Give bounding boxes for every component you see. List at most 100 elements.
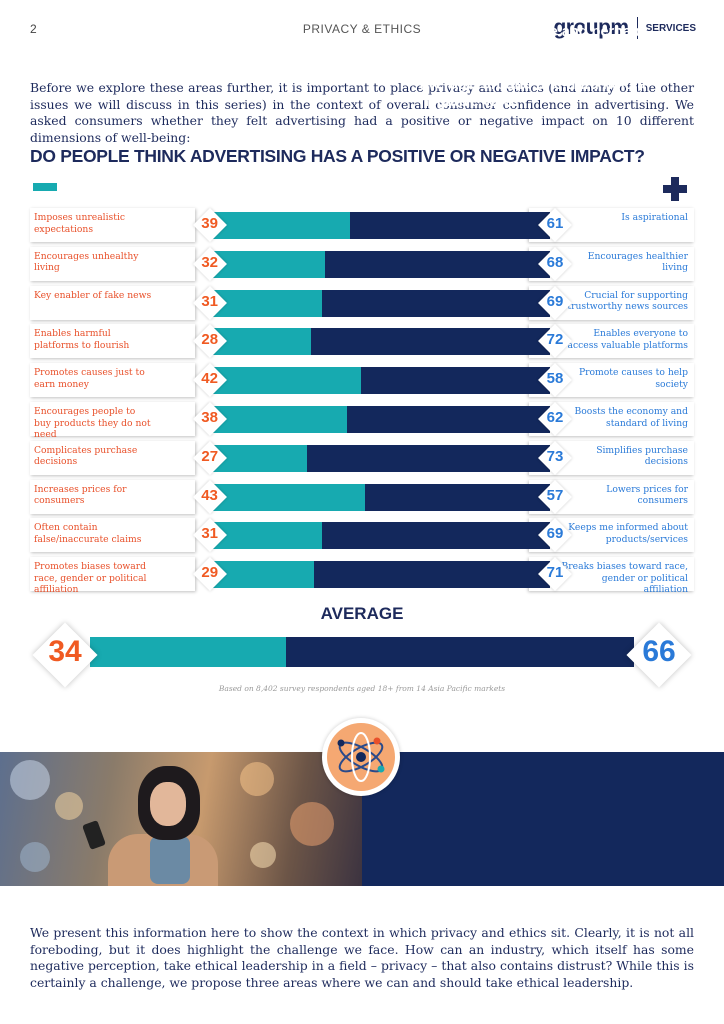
average-positive-diamond: 66	[624, 620, 694, 690]
negative-label: Increases prices for consumers	[34, 483, 127, 507]
positive-label: Encourages healthier living	[587, 250, 688, 274]
logo-services: SERVICES	[645, 22, 696, 34]
negative-value: 39	[201, 215, 218, 232]
impact-chart: Imposes unrealistic expectations Is aspir…	[30, 208, 694, 595]
page-header: 2 PRIVACY & ETHICS groupm SERVICES	[0, 0, 724, 60]
negative-label: Often contain false/inaccurate claims	[34, 522, 142, 545]
positive-value-diamond: 72	[538, 324, 572, 358]
positive-label: Keeps me informed about products/service…	[568, 522, 688, 545]
negative-value: 29	[201, 564, 219, 582]
negative-bar	[209, 522, 322, 550]
section-title: PRIVACY & ETHICS	[302, 22, 422, 36]
positive-label: Breaks biases toward race, gender or pol…	[561, 561, 688, 596]
atom-icon	[322, 718, 400, 796]
banner-text: On the positive side and perhaps surpris…	[420, 24, 681, 110]
negative-label: Promotes biases toward race, gender or p…	[34, 561, 147, 596]
chart-row: Key enabler of fake news Crucial for supp…	[30, 285, 694, 320]
positive-bar	[321, 289, 550, 317]
groupm-logo: groupm SERVICES	[553, 16, 696, 40]
positive-bar	[350, 212, 550, 239]
negative-bar	[209, 483, 365, 511]
woman-with-phone-photo	[0, 752, 362, 886]
negative-bar	[209, 561, 315, 589]
average-title: AVERAGE	[320, 604, 404, 623]
chart-row: Encourages unhealthy living Encourages he…	[30, 246, 694, 281]
negative-value-diamond: 31	[193, 286, 227, 320]
positive-value: 73	[546, 447, 564, 465]
negative-label-box: Enables harmful platforms to flourish	[30, 324, 195, 359]
average-negative-diamond: 34	[30, 620, 100, 690]
negative-value-diamond: 42	[193, 363, 227, 397]
positive-value: 71	[546, 564, 564, 582]
negative-value: 32	[201, 253, 219, 271]
positive-label: Crucial for supporting trustworthy news …	[567, 289, 688, 313]
positive-value: 57	[546, 486, 564, 504]
negative-bar	[209, 250, 326, 278]
negative-value: 31	[201, 525, 219, 543]
average-positive-value: 66	[642, 635, 676, 668]
positive-value-diamond: 62	[538, 402, 572, 436]
positive-value-diamond: 71	[538, 557, 572, 591]
negative-label: Encourages unhealthy living	[34, 250, 139, 274]
negative-value-diamond: 28	[193, 324, 227, 358]
negative-value-diamond: 27	[193, 441, 227, 475]
positive-value: 69	[546, 292, 564, 310]
negative-label: Complicates purchase decisions	[34, 444, 138, 468]
negative-bar	[209, 367, 362, 395]
positive-bar	[314, 561, 550, 589]
negative-value: 38	[201, 409, 218, 426]
positive-value: 69	[546, 525, 564, 543]
positive-value-diamond: 57	[538, 480, 572, 514]
positive-value: 62	[546, 409, 564, 426]
chart-row: Imposes unrealistic expectations Is aspir…	[30, 208, 694, 242]
negative-value: 42	[201, 370, 218, 388]
chart-row: Increases prices for consumers Lowers pri…	[30, 479, 694, 514]
positive-label: Promote causes to help society	[578, 367, 688, 390]
positive-value-diamond: 69	[538, 518, 572, 552]
negative-label: Key enabler of fake news	[34, 289, 152, 301]
positive-value: 58	[546, 370, 564, 388]
positive-value: 68	[546, 253, 564, 271]
chart-row: Complicates purchase decisions Simplifies…	[30, 440, 694, 475]
positive-bar	[364, 483, 550, 511]
negative-value-diamond: 31	[193, 518, 227, 552]
positive-bar	[346, 406, 550, 433]
negative-value-diamond: 29	[193, 557, 227, 591]
positive-bar	[325, 250, 550, 278]
chart-row: Often contain false/inaccurate claims Kee…	[30, 518, 694, 553]
negative-value: 31	[201, 292, 219, 310]
negative-bar	[209, 212, 351, 239]
negative-value: 28	[201, 331, 219, 349]
negative-value-diamond: 39	[193, 208, 227, 242]
logo-wordmark: groupm	[553, 16, 629, 39]
average-row: 34 66	[30, 620, 694, 690]
negative-value-diamond: 32	[193, 247, 227, 281]
positive-value-diamond: 58	[538, 363, 572, 397]
negative-label-box: Often contain false/inaccurate claims	[30, 518, 195, 553]
negative-label: Imposes unrealistic expectations	[34, 212, 126, 235]
negative-label-box: Promotes biases toward race, gender or p…	[30, 557, 195, 595]
positive-label: Simplifies purchase decisions	[596, 444, 688, 468]
negative-label-box: Promotes causes just to earn money	[30, 363, 195, 398]
closing-paragraph: We present this information here to show…	[30, 925, 694, 990]
average-negative-bar	[90, 637, 287, 667]
positive-value-diamond: 69	[538, 286, 572, 320]
negative-label-box: Encourages unhealthy living	[30, 246, 195, 281]
positive-value: 61	[546, 215, 564, 232]
intro-paragraph: Before we explore these areas further, i…	[30, 80, 694, 145]
plus-icon	[663, 177, 687, 201]
positive-label: Is aspirational	[621, 212, 688, 223]
positive-value-diamond: 61	[538, 208, 572, 242]
chart-footnote: Based on 8,402 survey respondents aged 1…	[218, 684, 506, 693]
positive-value-diamond: 68	[538, 247, 572, 281]
banner-navy-panel	[362, 752, 724, 886]
highlight-banner	[0, 752, 724, 886]
positive-bar	[310, 328, 550, 356]
chart-row: Promotes biases toward race, gender or p…	[30, 557, 694, 595]
positive-label: Boosts the economy and standard of livin…	[574, 406, 689, 429]
negative-label-box: Encourages people to buy products they d…	[30, 402, 195, 440]
negative-value-diamond: 43	[193, 480, 227, 514]
negative-label-box: Increases prices for consumers	[30, 479, 195, 514]
negative-value-diamond: 38	[193, 402, 227, 436]
chart-title: DO PEOPLE THINK ADVERTISING HAS A POSITI…	[30, 146, 645, 166]
